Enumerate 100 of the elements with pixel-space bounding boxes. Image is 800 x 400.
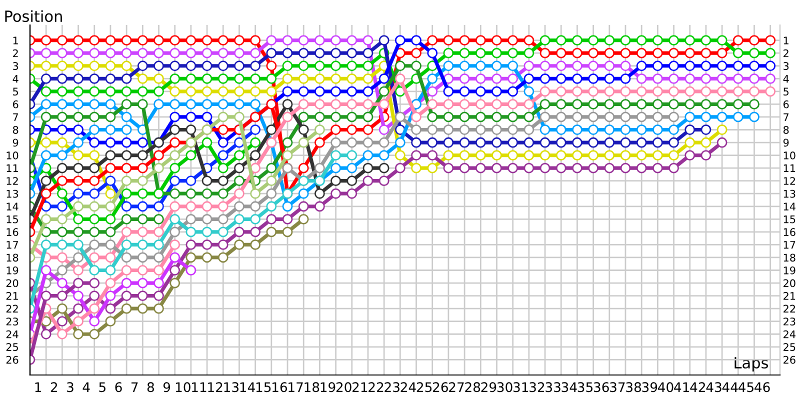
y-tick-label: 15 <box>6 216 18 224</box>
x-tick-label: 8 <box>147 382 154 392</box>
x-tick-label: 27 <box>449 382 464 392</box>
y-tick-label: 16 <box>6 228 18 236</box>
y2-tick-label: 19 <box>784 266 796 274</box>
x-tick-label: 19 <box>320 382 336 392</box>
x-tick-label: 18 <box>304 382 320 392</box>
y2-tick-label: 22 <box>784 304 795 313</box>
x-tick-label: 13 <box>224 382 239 392</box>
x-tick-label: 20 <box>336 382 352 392</box>
x-tick-label: 16 <box>272 382 288 392</box>
y-tick-label: 14 <box>6 202 18 210</box>
y-axis-title: Position <box>5 10 62 22</box>
y2-tick-label: 6 <box>784 100 789 108</box>
y2-tick-label: 23 <box>784 318 796 326</box>
x-tick-label: 29 <box>481 382 496 392</box>
x-tick-label: 41 <box>674 382 689 392</box>
y2-tick-label: 1 <box>784 36 788 44</box>
x-tick-label: 30 <box>497 382 512 392</box>
y2-tick-label: 25 <box>784 343 796 352</box>
y-tick-label: 21 <box>6 292 18 300</box>
x-tick-label: 38 <box>626 382 642 392</box>
y-tick-label: 25 <box>6 343 18 352</box>
y2-tick-label: 7 <box>784 113 789 121</box>
y2-tick-label: 11 <box>784 164 796 172</box>
y-tick-label: 10 <box>6 152 18 160</box>
x-tick-label: 6 <box>115 382 122 392</box>
y-tick-label: 1 <box>13 36 18 44</box>
y2-tick-label: 12 <box>784 177 795 185</box>
y2-tick-label: 18 <box>784 254 796 262</box>
y-tick-label: 23 <box>6 318 18 326</box>
x-axis-title: Laps <box>734 357 768 372</box>
y-tick-label: 3 <box>13 62 18 70</box>
y-tick-label: 13 <box>6 190 18 198</box>
x-tick-label: 2 <box>50 382 58 392</box>
x-tick-label: 28 <box>465 382 480 392</box>
y2-tick-label: 16 <box>784 228 796 236</box>
x-tick-label: 25 <box>416 382 432 392</box>
x-tick-label: 42 <box>690 382 705 392</box>
x-tick-label: 22 <box>368 382 384 392</box>
x-tick-label: 4 <box>82 382 90 392</box>
y-tick-label: 8 <box>12 126 18 134</box>
x-tick-label: 1 <box>35 382 42 392</box>
x-tick-label: 26 <box>432 382 448 392</box>
y2-tick-label: 3 <box>784 62 789 70</box>
y-tick-label: 18 <box>6 254 18 262</box>
y2-tick-label: 24 <box>784 330 796 338</box>
y2-tick-label: 4 <box>783 75 789 83</box>
x-tick-label: 33 <box>546 382 560 392</box>
x-tick-label: 37 <box>610 382 625 392</box>
y2-tick-label: 10 <box>784 152 796 160</box>
y-tick-label: 17 <box>6 241 18 249</box>
y2-tick-label: 5 <box>784 88 788 96</box>
x-tick-label: 21 <box>352 382 368 392</box>
y-tick-label: 7 <box>13 113 18 121</box>
x-tick-label: 35 <box>578 382 592 392</box>
y-tick-label: 5 <box>13 88 18 96</box>
x-tick-label: 3 <box>67 382 74 392</box>
y2-tick-label: 9 <box>783 138 789 147</box>
y-tick-label: 22 <box>6 304 18 313</box>
y-tick-label: 9 <box>12 138 18 147</box>
x-tick-label: 45 <box>738 382 754 392</box>
y2-tick-label: 2 <box>784 49 788 58</box>
x-tick-label: 5 <box>99 382 106 392</box>
y-tick-label: 20 <box>6 279 18 288</box>
x-tick-label: 44 <box>722 382 738 392</box>
x-tick-label: 39 <box>642 382 658 392</box>
x-tick-label: 32 <box>530 382 544 392</box>
x-tick-label: 15 <box>256 382 271 392</box>
y2-tick-label: 14 <box>784 202 796 210</box>
x-tick-label: 34 <box>562 382 577 392</box>
x-tick-label: 17 <box>288 382 303 392</box>
y2-tick-label: 8 <box>783 126 789 134</box>
y-tick-label: 24 <box>6 330 18 338</box>
y2-tick-label: 21 <box>784 292 796 300</box>
x-tick-label: 10 <box>176 382 190 392</box>
y-tick-label: 11 <box>6 164 18 172</box>
y-tick-label: 12 <box>6 177 18 185</box>
y2-tick-label: 13 <box>784 190 796 198</box>
y2-tick-label: 15 <box>784 216 796 224</box>
x-tick-label: 40 <box>658 382 674 392</box>
x-tick-label: 31 <box>513 382 528 392</box>
x-tick-label: 36 <box>594 382 609 392</box>
x-tick-label: 12 <box>208 382 222 392</box>
x-tick-label: 43 <box>706 382 722 392</box>
x-tick-label: 9 <box>163 382 170 392</box>
y2-tick-label: 26 <box>784 356 796 364</box>
y-tick-label: 26 <box>6 356 18 364</box>
x-tick-label: 23 <box>384 382 400 392</box>
y-tick-label: 2 <box>13 49 18 58</box>
x-tick-label: 46 <box>754 382 770 392</box>
x-tick-label: 24 <box>400 382 416 392</box>
y-tick-label: 4 <box>12 75 18 83</box>
y-tick-label: 6 <box>12 100 18 108</box>
y-tick-label: 19 <box>6 266 18 274</box>
x-tick-label: 7 <box>132 382 138 392</box>
x-tick-label: 14 <box>240 382 255 392</box>
x-tick-label: 11 <box>192 382 206 392</box>
y2-tick-label: 17 <box>784 241 796 249</box>
y2-tick-label: 20 <box>784 279 796 288</box>
